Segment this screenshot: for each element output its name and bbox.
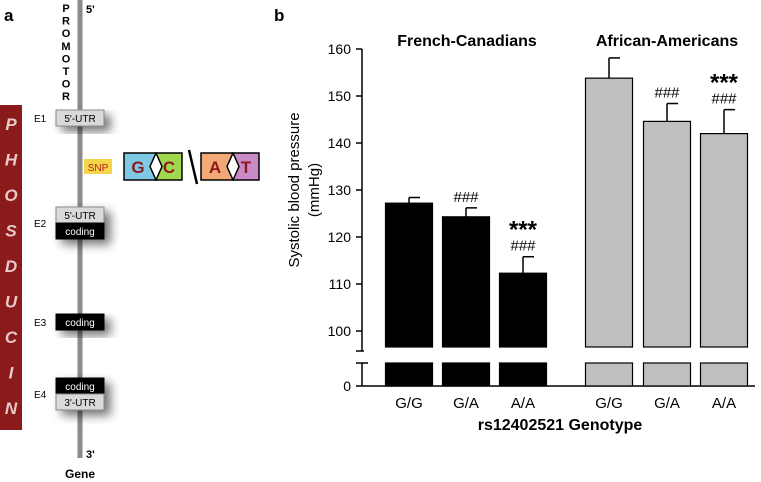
- blood-pressure-chart-panel: b Systolic blood pressure (mmHg) 100 110 120…: [270, 0, 761, 482]
- axis-break-gap: [364, 348, 757, 362]
- x-category-label: A/A: [511, 395, 535, 412]
- exon-e4: coding 3'-UTR: [55, 377, 105, 411]
- bar: [441, 216, 491, 348]
- phosducin-letter: S: [5, 222, 17, 241]
- bar: [642, 120, 692, 348]
- allele-G-box: [123, 152, 158, 181]
- snp-badge: [84, 159, 112, 174]
- y-tick-label: 110: [329, 276, 352, 292]
- exon-box-label: coding: [65, 227, 94, 238]
- exon-e3: coding: [55, 313, 105, 331]
- x-category-label: A/A: [712, 395, 736, 412]
- allele-letter: A: [209, 158, 221, 177]
- exon-name-label: E2: [34, 219, 47, 230]
- promoter-letter: O: [62, 79, 71, 91]
- y-tick-label: 130: [328, 182, 352, 198]
- promoter-letter: O: [62, 28, 71, 40]
- panel-b-label: b: [274, 6, 285, 25]
- x-category-label: G/G: [395, 395, 423, 412]
- exon-box-label: coding: [65, 318, 94, 329]
- three-prime-label: 3': [86, 449, 95, 461]
- bar-chart: Systolic blood pressure (mmHg) 100 110 120 13…: [286, 33, 757, 434]
- promoter-letter: R: [62, 16, 70, 28]
- phosducin-letter: P: [5, 115, 17, 134]
- y-axis-label-line: (mmHg): [306, 163, 323, 217]
- bar: [384, 202, 434, 348]
- significance-stars: ***: [710, 70, 739, 97]
- x-category-label: G/A: [453, 395, 479, 412]
- bar: [498, 272, 548, 348]
- exon-name-label: E1: [34, 114, 47, 125]
- allele-A-box: [200, 152, 235, 181]
- phosducin-letter: I: [9, 364, 15, 383]
- allele-letter: C: [163, 158, 175, 177]
- significance-hash: ###: [453, 189, 479, 206]
- y-tick-label: 120: [328, 229, 352, 245]
- allele-letter: G: [131, 158, 144, 177]
- five-prime-label: 5': [86, 4, 95, 16]
- allele-T-box: [231, 152, 260, 181]
- bar: [584, 77, 634, 348]
- x-axis-label: rs12402521 Genotype: [478, 417, 643, 434]
- significance-hash: ###: [510, 238, 536, 255]
- bar-base-segment: [441, 362, 491, 387]
- utr-box: [55, 109, 105, 127]
- exon-e1: 5'-UTR: [55, 109, 105, 127]
- exon-e2: 5'-UTR coding: [55, 206, 105, 240]
- promoter-letter: O: [62, 53, 71, 65]
- significance-hash: ###: [711, 91, 737, 108]
- exon-name-label: E4: [34, 390, 47, 401]
- allele-letter: T: [241, 158, 252, 177]
- y-tick-label: 160: [328, 41, 352, 57]
- panel-a-label: a: [4, 6, 14, 25]
- promoter-letter: P: [62, 3, 69, 15]
- exon-box-label: 3'-UTR: [64, 398, 95, 409]
- y-axis-label-line: Systolic blood pressure: [286, 112, 303, 267]
- x-category-label: G/G: [595, 395, 623, 412]
- promoter-letter: M: [61, 41, 70, 53]
- phosducin-letter: D: [5, 257, 17, 276]
- bar: [699, 133, 749, 348]
- promoter-letter: R: [62, 91, 70, 103]
- exon-name-label: E3: [34, 318, 47, 329]
- gene-label: Gene: [65, 467, 95, 481]
- y-tick-label: 150: [328, 88, 352, 104]
- y-tick-label: 100: [328, 323, 352, 339]
- bar-base-segment: [584, 362, 634, 387]
- exon-box-label: 5'-UTR: [64, 211, 95, 222]
- gene-structure-panel: a P R O M O T O R 5' 3' Gene P H O S D U C I N 5'-UTR E1 5'-UT…: [0, 0, 270, 482]
- allele-separator-slash: [187, 149, 199, 185]
- phosducin-letter: O: [4, 186, 17, 205]
- x-category-label: G/A: [654, 395, 680, 412]
- phosducin-letter: U: [5, 293, 18, 312]
- bar-base-segment: [642, 362, 692, 387]
- allele-C-box: [154, 152, 183, 181]
- promoter-letter: T: [63, 66, 70, 78]
- significance-stars: ***: [509, 217, 538, 244]
- group-title: African-Americans: [596, 33, 738, 50]
- y-tick-label: 0: [343, 378, 351, 394]
- y-tick-label: 140: [328, 135, 352, 151]
- phosducin-letter: N: [5, 399, 18, 418]
- group-title: French-Canadians: [397, 33, 537, 50]
- coding-box: [55, 313, 105, 331]
- bar-base-segment: [498, 362, 548, 387]
- phosducin-side-bar: [0, 105, 22, 430]
- coding-box: [55, 222, 105, 240]
- bar-base-segment: [384, 362, 434, 387]
- phosducin-letter: H: [5, 151, 18, 170]
- gene-diagram: PROMOTOR5'3'GenePHOSDUCIN5'-UTRE15'-UTRc…: [0, 0, 260, 481]
- utr-box: [55, 393, 105, 411]
- phosducin-letter: C: [5, 328, 18, 347]
- exon-box-label: coding: [65, 382, 94, 393]
- exon-box-label: 5'-UTR: [64, 114, 95, 125]
- snp-label: SNP: [88, 163, 109, 174]
- y-axis-label: Systolic blood pressure (mmHg): [286, 112, 323, 267]
- bar-base-segment: [699, 362, 749, 387]
- significance-hash: ###: [654, 85, 680, 102]
